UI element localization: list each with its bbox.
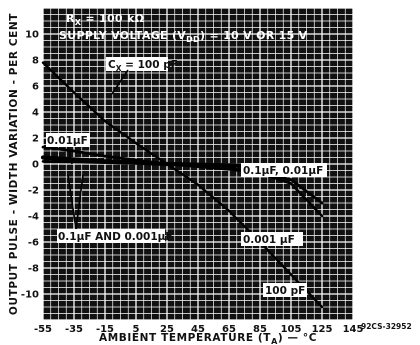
rx-annotation: RX = 100 kΩ [66,12,145,27]
label-bg-c0001 [241,232,303,246]
x-tick-label: 45 [191,324,205,335]
label-c100: 100 pF [265,285,305,297]
supply-annotation: SUPPLY VOLTAGE (VDD) = 10 V OR 15 V [59,29,308,44]
label-c0001: 0.001 µF [243,234,295,246]
x-tick-label: -15 [96,324,114,335]
x-tick-label: -55 [34,324,52,335]
y-tick-label: 4 [32,108,39,119]
label-c001: 0.01µF [47,135,88,147]
x-tick-label: 65 [222,324,236,335]
leader-c01-0001-a [67,174,77,230]
x-tick-label: 125 [312,324,333,335]
y-tick-label: 2 [32,134,39,145]
y-tick-label: 10 [25,30,39,41]
label-bg-c001 [46,133,90,147]
label-c01-001: 0.1µF, 0.01µF [243,165,323,177]
x-tick-labels: -55 -35 -15 5 25 45 65 85 105 125 145 [34,324,364,335]
label-cx100: CX = 100 pF [108,59,178,73]
figure-code: 92CS-32952 [361,322,412,331]
curve-labels: CX = 100 pF 0.01µF 0.1µF, 0.01µF 0.1µF A… [46,57,327,297]
y-tick-label: 8 [32,56,39,67]
x-tick-label: 5 [133,324,140,335]
y-tick-label: -4 [28,212,39,223]
label-bg-c100 [263,283,307,297]
y-tick-label: 0 [32,160,39,171]
y-tick-label: -8 [28,264,39,275]
leader-c001 [67,146,73,165]
y-axis-label: OUTPUT PULSE - WIDTH VARIATION - PER CEN… [8,13,20,315]
y-tick-label: -2 [28,186,39,197]
x-tick-label: 145 [343,324,364,335]
x-tick-label: 25 [160,324,174,335]
y-tick-label: -6 [28,238,39,249]
label-bg-cx100 [106,57,168,71]
label-c01-0001: 0.1µF AND 0.001µF [58,231,173,243]
x-tick-label: 105 [281,324,302,335]
series-line-4 [41,160,324,218]
leader-lines [67,69,129,230]
y-tick-label: -10 [21,290,39,301]
y-tick-label: 6 [32,82,39,93]
leader-c01-0001-b [75,174,84,230]
x-tick-label: -35 [65,324,83,335]
x-axis-label: AMBIENT TEMPERATURE (TA) — °C [99,332,317,345]
label-bg-c01-001 [241,163,327,177]
leader-cx100 [111,69,129,95]
x-tick-label: 85 [253,324,267,335]
label-bg-c01-0001 [57,229,165,243]
y-tick-labels: 10 8 6 4 2 0 -2 -4 -6 -8 -10 [21,30,39,301]
series-line-1 [41,61,324,309]
